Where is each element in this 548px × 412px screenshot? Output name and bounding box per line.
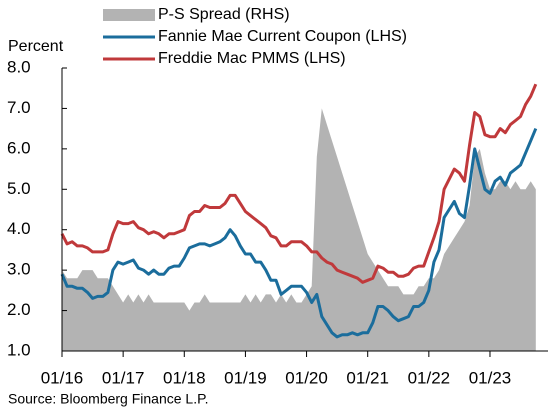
x-tick-label: 01/16 [41,368,84,387]
x-tick-label: 01/20 [285,368,328,387]
x-tick-label: 01/22 [408,368,451,387]
y-tick-label: 7.0 [7,98,31,117]
legend-label: P-S Spread (RHS) [158,6,290,23]
y-tick-label: 2.0 [7,300,31,319]
x-tick-label: 01/21 [346,368,389,387]
legend-swatch [103,9,155,21]
y-tick-label: 3.0 [7,260,31,279]
area [62,108,536,352]
legend-label: Fannie Mae Current Coupon (LHS) [158,28,407,45]
y-tick-label: 6.0 [7,138,31,157]
x-tick-label: 01/17 [102,368,145,387]
source-note: Source: Bloomberg Finance L.P. [8,391,209,407]
legend-label: Freddie Mac PMMS (LHS) [158,50,346,67]
y-tick-label: 1.0 [7,340,31,359]
y-axis-title: Percent [8,38,64,55]
x-tick-label: 01/23 [469,368,512,387]
line [60,83,538,284]
y-tick-label: 4.0 [7,219,31,238]
line [60,128,538,339]
y-tick-label: 5.0 [7,179,31,198]
x-tick-label: 01/19 [224,368,267,387]
x-tick-label: 01/18 [163,368,206,387]
y-tick-label: 8.0 [7,57,31,76]
